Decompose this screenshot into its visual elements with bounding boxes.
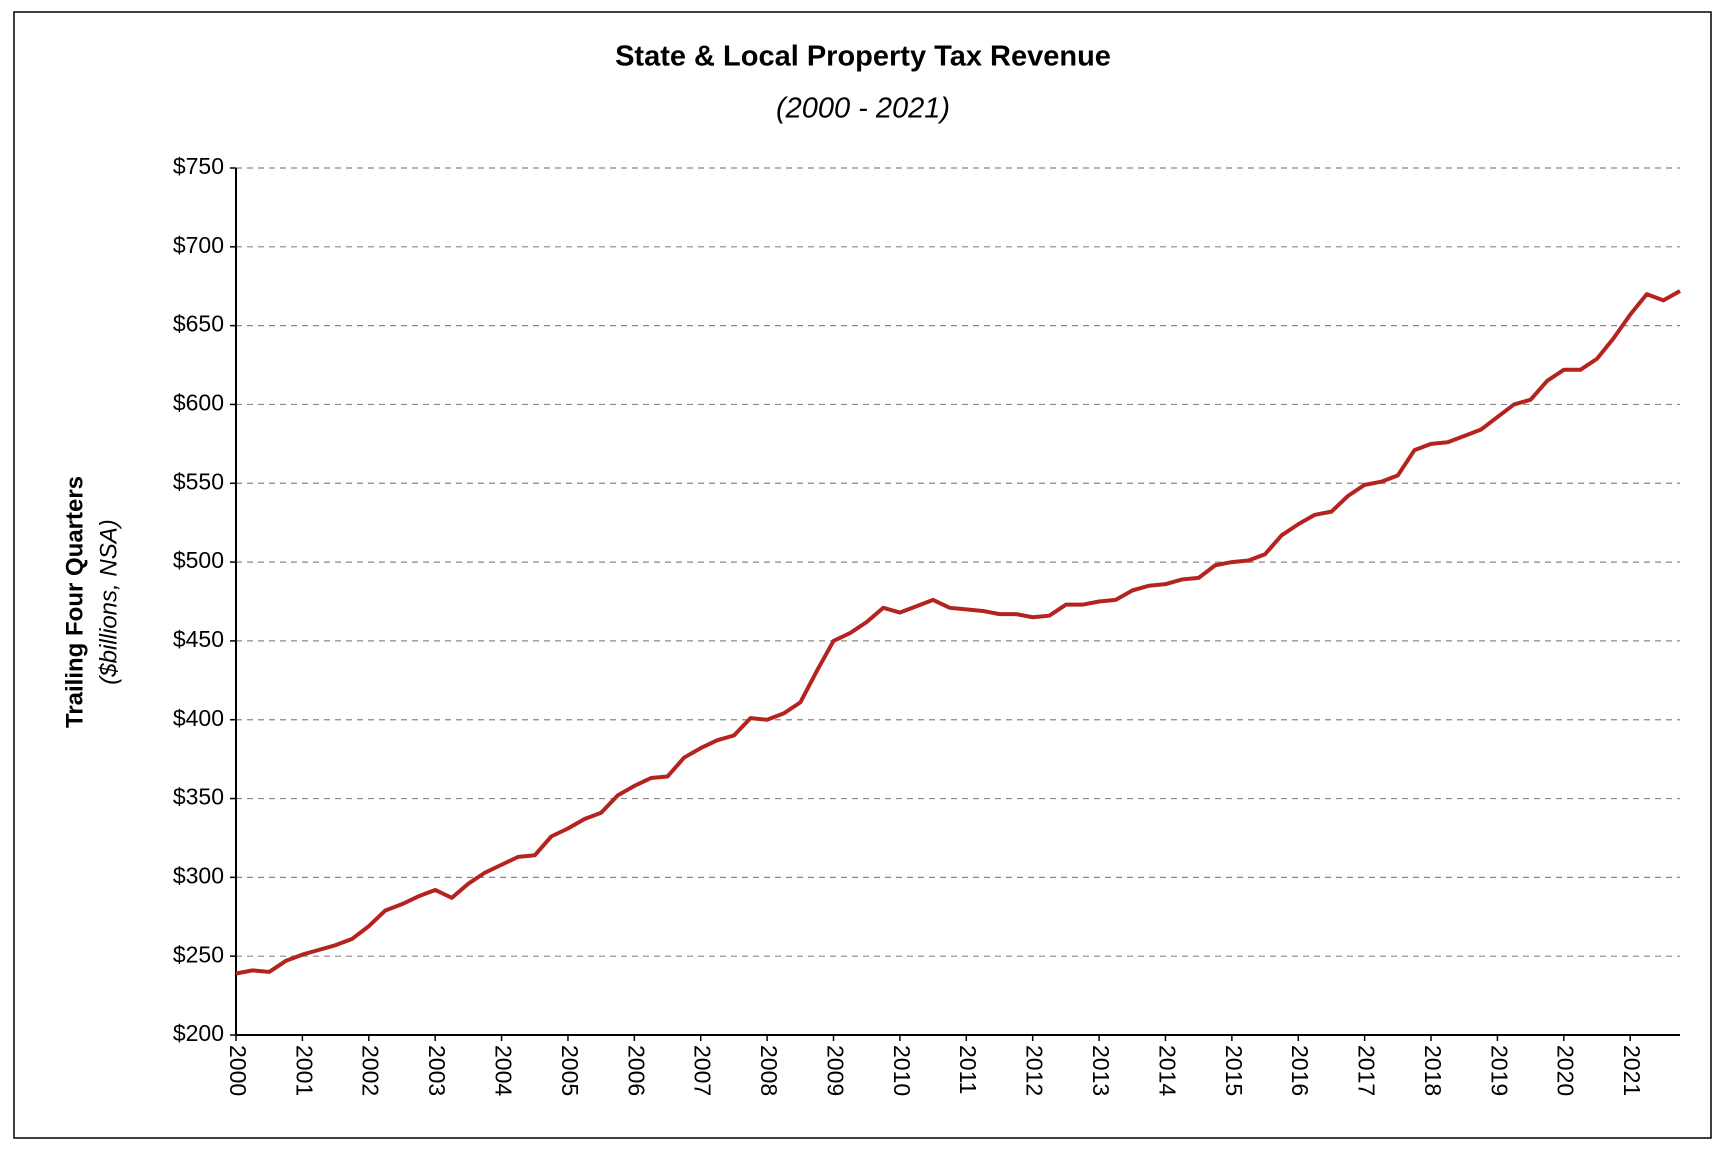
- y-tick-label: $700: [173, 232, 224, 258]
- x-tick-label: 2011: [955, 1045, 981, 1094]
- x-tick-label: 2021: [1619, 1045, 1645, 1096]
- x-tick-label: 2010: [889, 1045, 915, 1096]
- x-tick-label: 2007: [690, 1045, 716, 1096]
- chart-subtitle: (2000 - 2021): [776, 93, 950, 125]
- x-tick-label: 2016: [1287, 1045, 1313, 1096]
- data-line: [235, 289, 1681, 976]
- y-axis-sublabel: ($billions, NSA): [95, 519, 122, 684]
- chart-title: State & Local Property Tax Revenue: [615, 41, 1111, 73]
- y-tick-label: $200: [173, 1020, 224, 1046]
- x-tick-label: 2006: [623, 1045, 649, 1096]
- y-tick-label: $300: [173, 862, 224, 888]
- x-tick-label: 2000: [225, 1045, 251, 1096]
- x-tick-label: 2020: [1553, 1045, 1579, 1096]
- x-tick-label: 2005: [557, 1045, 583, 1096]
- y-tick-label: $500: [173, 547, 224, 573]
- x-tick-label: 2012: [1022, 1045, 1048, 1096]
- x-tick-label: 2013: [1088, 1045, 1114, 1096]
- x-tick-label: 2019: [1486, 1045, 1512, 1096]
- y-tick-label: $750: [173, 153, 224, 179]
- x-tick-label: 2009: [822, 1045, 848, 1096]
- x-tick-label: 2001: [291, 1045, 317, 1096]
- x-tick-label: 2002: [358, 1045, 384, 1096]
- x-tick-label: 2015: [1221, 1045, 1247, 1096]
- x-tick-label: 2003: [424, 1045, 450, 1096]
- x-tick-label: 2008: [756, 1045, 782, 1096]
- x-tick-label: 2014: [1154, 1045, 1180, 1096]
- y-tick-label: $550: [173, 468, 224, 494]
- y-tick-label: $250: [173, 941, 224, 967]
- x-tick-label: 2018: [1420, 1045, 1446, 1096]
- y-tick-label: $350: [173, 784, 224, 810]
- y-tick-label: $600: [173, 390, 224, 416]
- y-axis-label: Trailing Four Quarters: [61, 476, 88, 728]
- y-tick-label: $650: [173, 311, 224, 337]
- x-tick-label: 2004: [490, 1045, 516, 1096]
- x-tick-label: 2017: [1354, 1045, 1380, 1096]
- chart-frame: [13, 11, 1712, 1139]
- y-tick-label: $400: [173, 705, 224, 731]
- y-tick-label: $450: [173, 626, 224, 652]
